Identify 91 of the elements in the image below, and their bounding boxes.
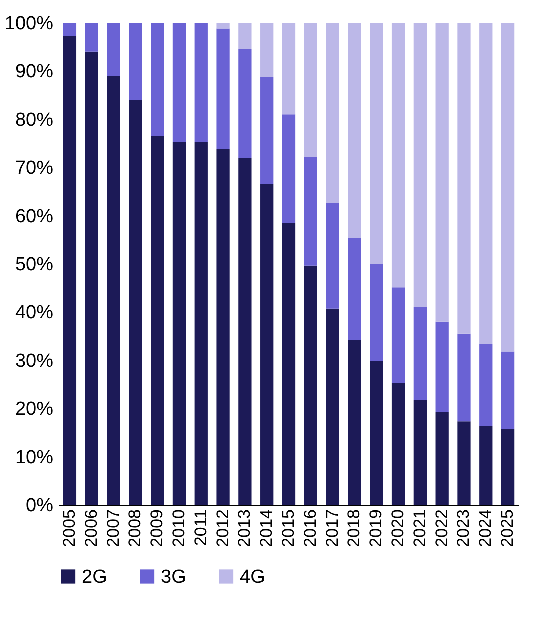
- x-tick-label: 2013: [235, 510, 254, 548]
- bar: [304, 266, 318, 505]
- y-tick-label: 100%: [4, 14, 54, 34]
- bar: [194, 23, 208, 142]
- bar: [370, 361, 384, 505]
- y-tick-label: 90%: [15, 62, 54, 83]
- x-tick-label: 2018: [344, 510, 364, 548]
- bar: [480, 23, 493, 344]
- y-tick-label: 80%: [15, 110, 54, 131]
- y-tick-label: 30%: [15, 350, 54, 372]
- bar: [436, 23, 449, 322]
- bar: [260, 23, 274, 77]
- bar: [238, 158, 252, 505]
- bar: [501, 429, 515, 505]
- bar: [107, 23, 120, 76]
- bar: [129, 100, 142, 505]
- bar: [85, 23, 98, 52]
- bar: [326, 308, 340, 505]
- bar: [458, 422, 471, 505]
- y-tick-label: 10%: [15, 447, 54, 468]
- bar: [172, 142, 186, 505]
- x-tick-label: 2008: [126, 510, 145, 548]
- x-tick-label: 2022: [432, 510, 452, 548]
- bar: [501, 23, 515, 352]
- bar: [370, 23, 384, 264]
- bar: [414, 307, 427, 400]
- bar: [348, 238, 362, 340]
- bar: [392, 288, 406, 384]
- bar: [348, 340, 362, 505]
- x-tick-label: 2016: [300, 510, 320, 548]
- bar: [458, 23, 471, 334]
- bar: [392, 23, 406, 288]
- bar: [436, 412, 449, 505]
- x-tick-label: 2005: [60, 510, 79, 548]
- bar: [282, 223, 296, 505]
- bar: [480, 344, 493, 426]
- x-tick-label: 2024: [476, 510, 496, 548]
- bar: [238, 23, 252, 50]
- bar: [304, 156, 318, 266]
- x-tick-label: 2012: [213, 510, 232, 548]
- bar: [414, 400, 427, 505]
- x-tick-label: 2011: [191, 510, 210, 546]
- x-tick-label: 2021: [410, 510, 430, 548]
- bar: [151, 23, 164, 136]
- x-tick-label: 2007: [104, 510, 123, 548]
- x-tick-label: 2017: [322, 510, 342, 548]
- y-tick-label: 50%: [15, 254, 54, 276]
- bar: [172, 23, 186, 142]
- bar: [304, 23, 318, 157]
- x-tick-label: 2023: [454, 510, 474, 548]
- bar: [63, 23, 77, 36]
- bar: [326, 203, 340, 309]
- x-tick-label: 2025: [498, 510, 518, 548]
- bar: [216, 149, 230, 505]
- x-tick-label: 2006: [82, 510, 101, 548]
- bar: [282, 23, 296, 115]
- x-tick-label: 2009: [148, 510, 167, 548]
- x-tick-label: 2020: [388, 510, 408, 548]
- bar: [107, 76, 120, 505]
- x-tick-label: 2019: [366, 510, 386, 548]
- x-tick-label: 2015: [279, 510, 298, 548]
- bar: [151, 136, 164, 505]
- bar: [129, 23, 142, 100]
- bar: [392, 383, 406, 505]
- bar: [238, 49, 252, 158]
- bar: [501, 352, 515, 430]
- bar: [260, 184, 274, 505]
- bar: [216, 23, 230, 29]
- legend-label: 2G: [82, 566, 108, 588]
- x-tick-label: 2014: [257, 510, 276, 548]
- bar: [326, 23, 340, 204]
- legend-label: 4G: [240, 566, 266, 588]
- bar: [260, 76, 274, 184]
- bar: [216, 28, 230, 150]
- bar: [194, 142, 208, 505]
- bar: [436, 322, 449, 412]
- bar: [414, 23, 427, 308]
- bar: [458, 334, 471, 422]
- bar: [480, 426, 493, 505]
- y-tick-label: 70%: [15, 158, 54, 180]
- bar: [63, 36, 77, 505]
- y-tick-label: 40%: [15, 302, 54, 324]
- bar: [370, 264, 384, 362]
- bar: [348, 23, 362, 238]
- y-tick-label: 60%: [15, 206, 54, 228]
- legend-label: 3G: [161, 566, 186, 588]
- y-tick-label: 0%: [26, 496, 54, 516]
- bar: [85, 52, 98, 505]
- y-tick-label: 20%: [15, 399, 54, 420]
- bar: [282, 114, 296, 224]
- x-tick-label: 2010: [169, 510, 188, 548]
